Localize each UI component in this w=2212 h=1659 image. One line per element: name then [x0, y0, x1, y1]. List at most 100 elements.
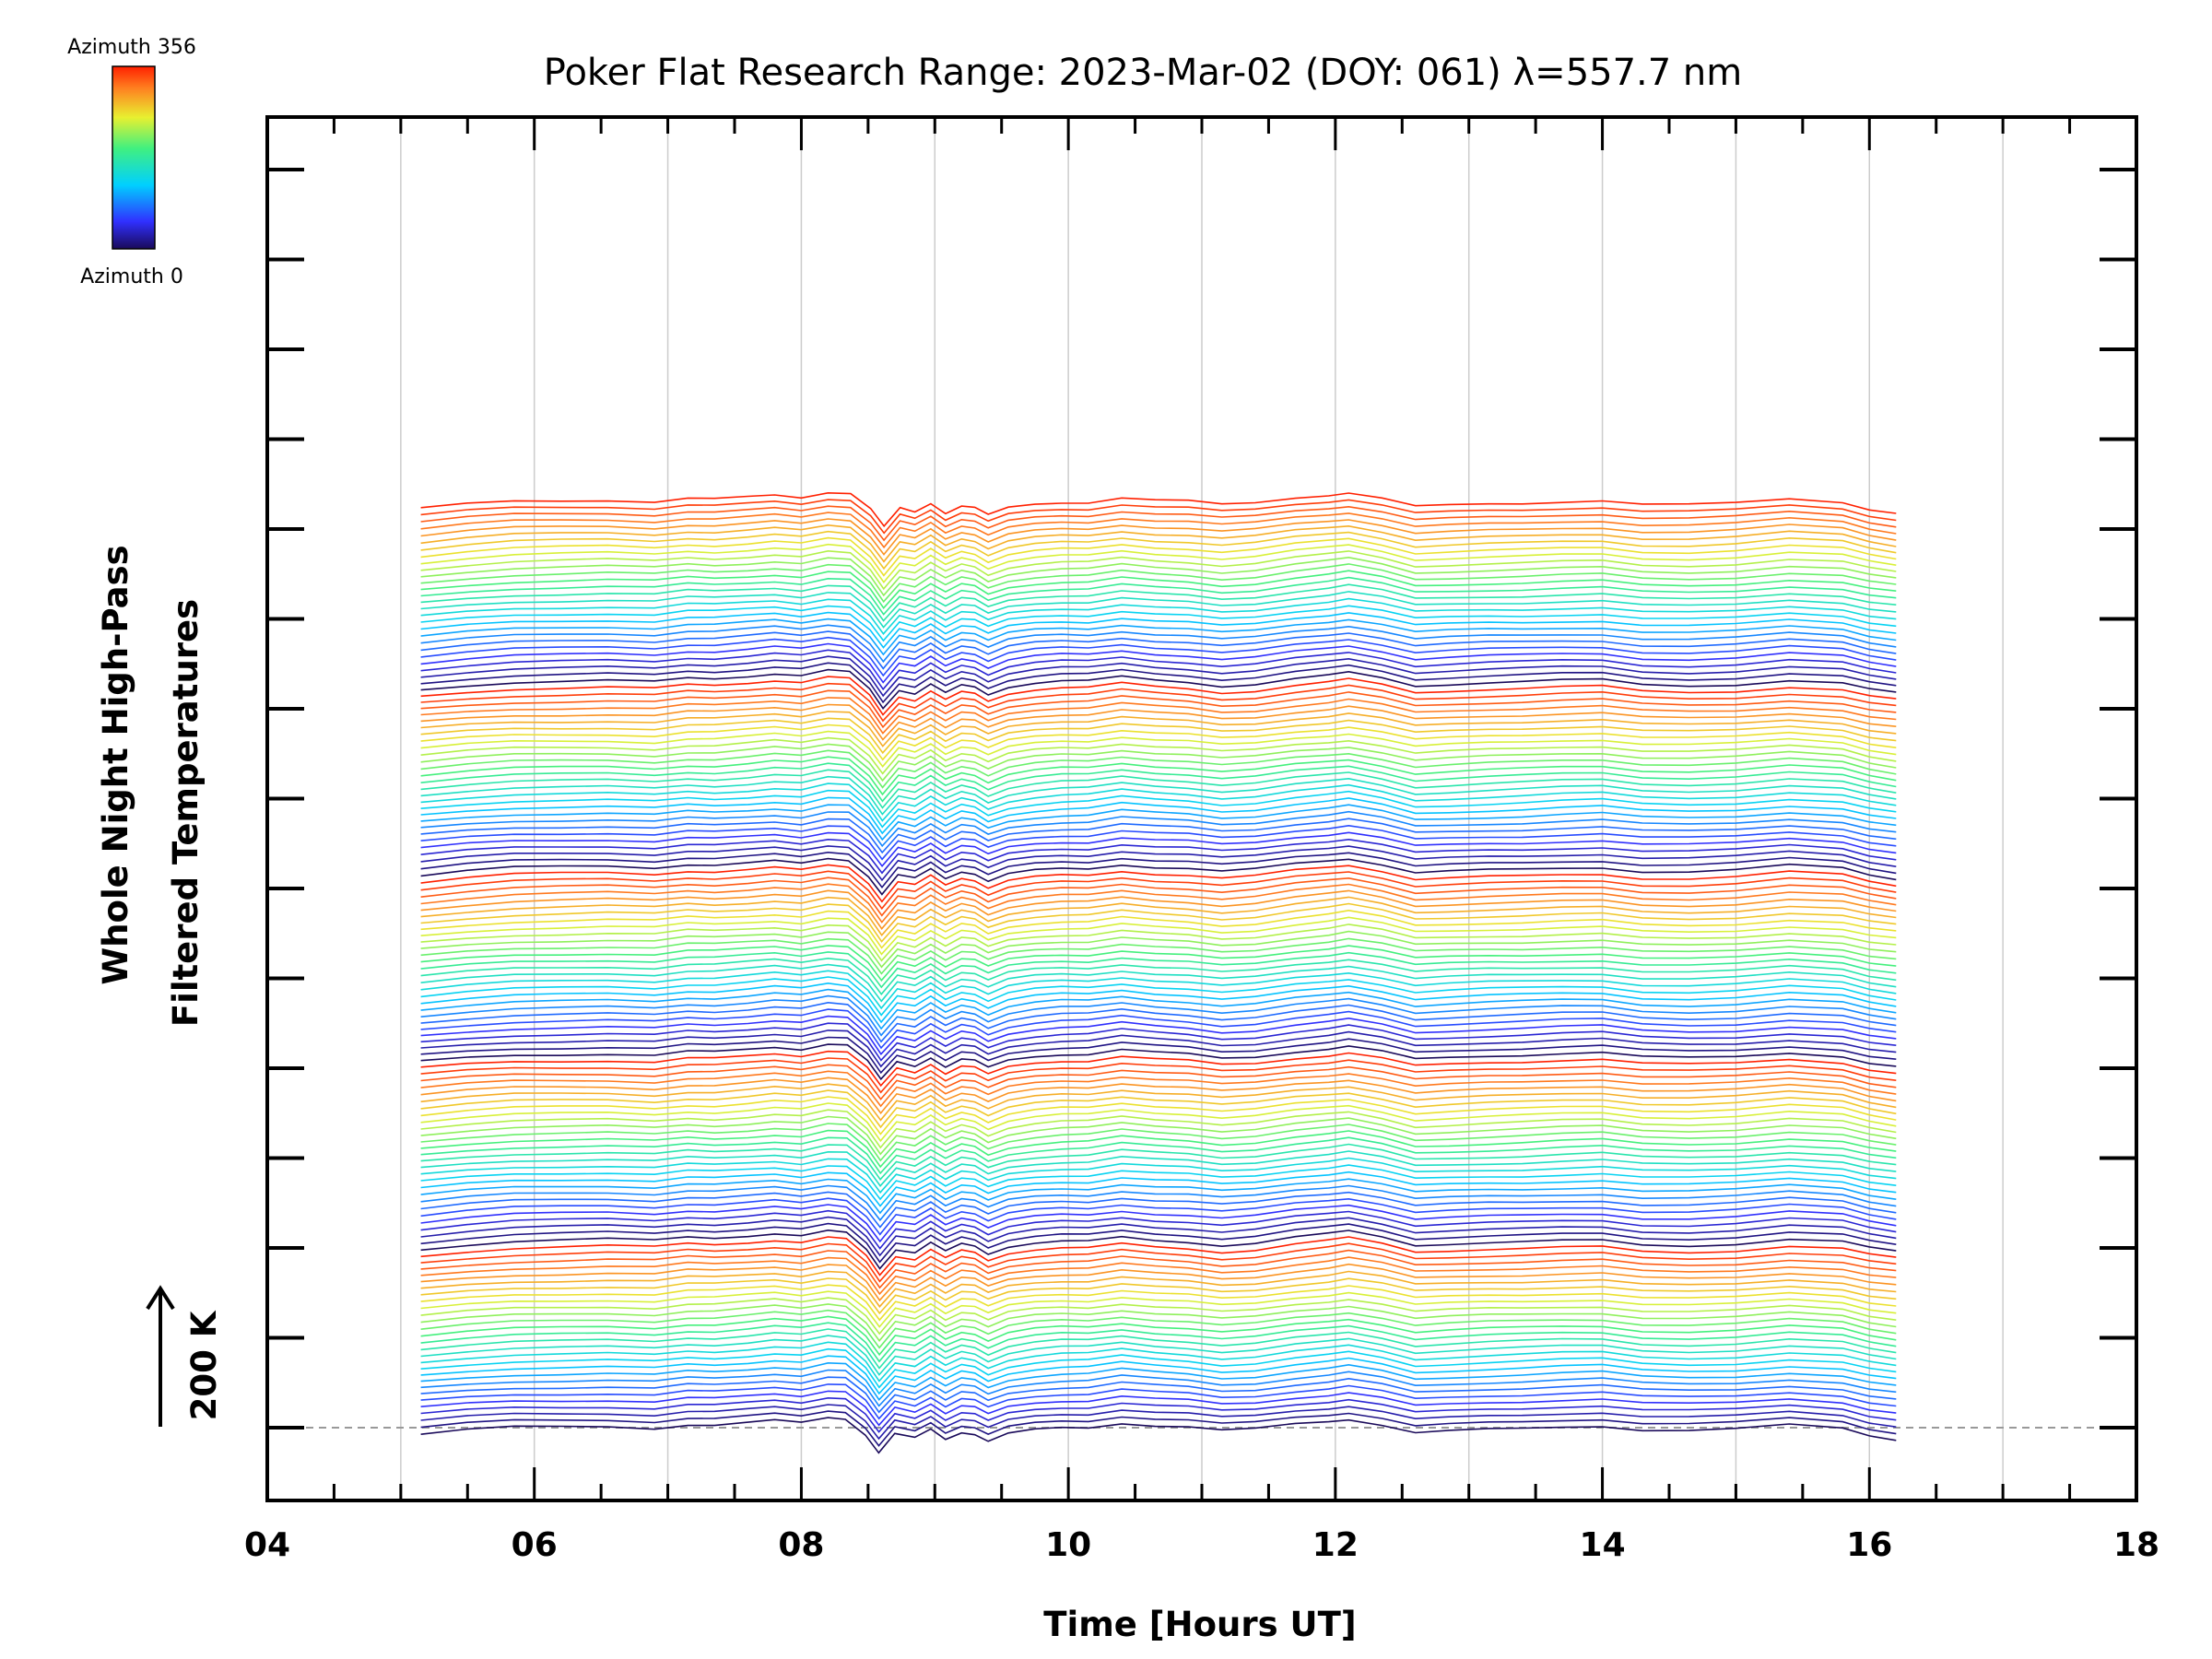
series-line: [420, 624, 1897, 664]
series-line: [420, 1178, 1897, 1215]
series-line: [420, 1150, 1897, 1187]
series-line: [420, 769, 1897, 809]
series-line: [420, 951, 1897, 989]
series-line: [420, 583, 1897, 622]
series-line: [420, 789, 1897, 829]
series-line: [420, 1197, 1897, 1236]
series-line: [420, 749, 1897, 789]
series-line: [420, 982, 1897, 1024]
series-line: [420, 536, 1897, 577]
series-line: [420, 717, 1897, 755]
series-line: [420, 1209, 1897, 1250]
series-line: [420, 1347, 1897, 1389]
series-line: [420, 1284, 1897, 1322]
series-line: [420, 570, 1897, 609]
series-line: [420, 549, 1897, 591]
x-tick-label: 16: [1846, 1526, 1892, 1564]
x-tick-label: 10: [1045, 1526, 1091, 1564]
series-line: [420, 649, 1897, 691]
series-line: [420, 970, 1897, 1010]
series-line: [420, 916, 1897, 956]
series-line: [420, 1030, 1897, 1068]
series-line: [420, 1083, 1897, 1122]
series-line: [420, 1309, 1897, 1349]
series-line: [420, 1077, 1897, 1114]
colorbar-gradient: [112, 65, 156, 250]
series-line: [420, 1001, 1897, 1043]
series-line: [420, 909, 1897, 949]
series-line: [420, 1297, 1897, 1335]
series-line: [420, 831, 1897, 867]
series-line: [420, 775, 1897, 816]
series-line: [420, 697, 1897, 735]
chart-title: Poker Flat Research Range: 2023-Mar-02 (…: [544, 52, 1742, 94]
series-line: [420, 636, 1897, 677]
series-line: [420, 877, 1897, 917]
series-line: [420, 762, 1897, 803]
series-line: [420, 1277, 1897, 1315]
series-line: [420, 864, 1897, 903]
series-line: [420, 676, 1897, 716]
series-line: [420, 1036, 1897, 1075]
series-line: [420, 1043, 1897, 1081]
series-line: [420, 845, 1897, 882]
x-tick-label: 08: [778, 1526, 824, 1564]
scale-bar-arrowhead: [146, 1285, 175, 1311]
series-line: [420, 724, 1897, 761]
series-line: [420, 1070, 1897, 1108]
series-line: [420, 703, 1897, 741]
series-line: [420, 563, 1897, 604]
series-line: [420, 736, 1897, 775]
series-line: [420, 668, 1897, 710]
series-line: [420, 642, 1897, 684]
series-line: [420, 618, 1897, 656]
x-axis: 04 06 08 10 12 14 16 18: [244, 117, 2159, 1564]
series-line: [420, 1390, 1897, 1427]
series-line: [420, 963, 1897, 1003]
series-line: [420, 1057, 1897, 1094]
scale-bar: 200 K: [146, 1285, 224, 1427]
series-line: [420, 994, 1897, 1037]
series-line: [420, 1355, 1897, 1395]
series-line: [420, 1109, 1897, 1149]
series-line: [420, 505, 1897, 542]
colorbar: Azimuth 356 Azimuth 0: [67, 36, 196, 288]
series-line: [420, 896, 1897, 936]
series-line: [420, 1315, 1897, 1357]
series-line: [420, 512, 1897, 549]
series-line: [420, 1396, 1897, 1433]
series-line: [420, 1064, 1897, 1100]
series-line: [420, 655, 1897, 698]
series-line: [420, 1102, 1897, 1143]
series-line: [420, 662, 1897, 704]
series-line: [420, 1256, 1897, 1296]
series-line: [420, 611, 1897, 649]
series-line: [420, 796, 1897, 835]
series-line: [420, 1157, 1897, 1194]
series-line: [420, 1322, 1897, 1363]
series-line: [420, 1270, 1897, 1308]
series-line: [420, 499, 1897, 535]
series-line: [420, 1171, 1897, 1207]
colorbar-top-label: Azimuth 356: [67, 36, 196, 59]
series-line: [420, 1008, 1897, 1050]
series-line: [420, 857, 1897, 896]
series-line: [420, 1376, 1897, 1414]
series-line: [420, 1361, 1897, 1401]
series-line: [420, 1164, 1897, 1201]
series-line: [420, 524, 1897, 563]
scale-bar-label: 200 K: [184, 1310, 224, 1420]
series-line: [420, 818, 1897, 854]
series-line: [420, 824, 1897, 861]
series-line: [420, 682, 1897, 723]
series-line: [420, 1236, 1897, 1277]
series-line: [420, 889, 1897, 931]
series-line: [420, 689, 1897, 729]
series-line: [420, 605, 1897, 642]
y-axis-label-line2: Filtered Temperatures: [166, 599, 206, 1027]
series-line: [420, 1050, 1897, 1088]
series-line: [420, 1341, 1897, 1382]
colorbar-bottom-label: Azimuth 0: [80, 265, 183, 288]
series-line: [420, 851, 1897, 888]
series-line: [420, 1136, 1897, 1175]
